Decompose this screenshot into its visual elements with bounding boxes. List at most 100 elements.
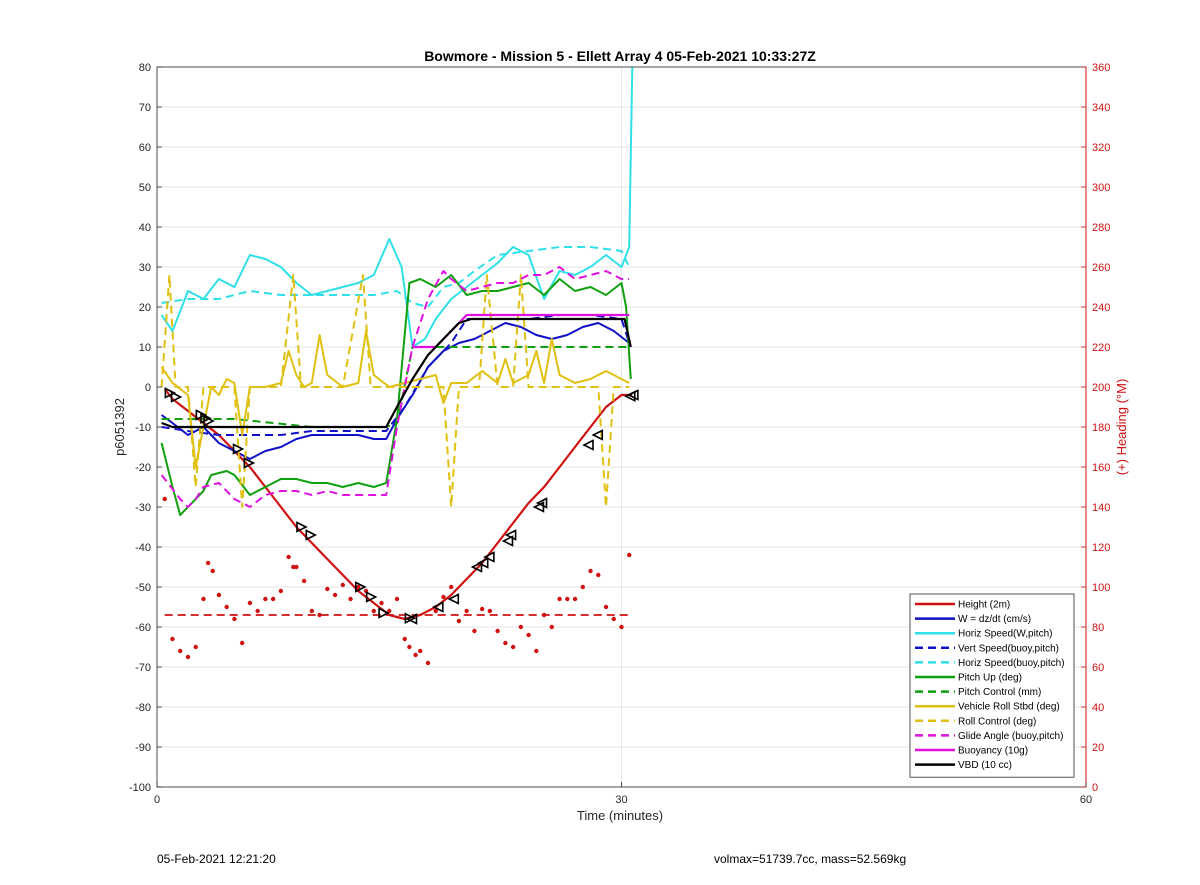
y-tick-label: 10 [139,342,151,354]
heading-point [407,644,412,650]
y2-tick-label: 320 [1092,142,1110,154]
direction-marker [243,457,256,469]
legend-label: W = dz/dt (cm/s) [958,614,1031,625]
y2-tick-label: 100 [1092,582,1110,594]
heading-point [224,604,229,610]
heading-point [425,660,431,666]
direction-marker [355,581,367,593]
heading-point [394,596,400,602]
direction-marker [432,601,444,613]
heading-point [526,632,531,638]
y2-tick-label: 0 [1092,782,1098,794]
legend-label: Buoyancy (10g) [958,746,1028,757]
direction-markers [164,387,639,625]
heading-point [433,608,438,614]
heading-point [534,648,539,654]
heading-point [270,596,276,602]
series-line-9 [160,266,630,508]
heading-point [565,596,570,602]
heading-point [596,572,601,578]
legend-label: Height (2m) [958,600,1010,611]
direction-marker [627,389,639,401]
y-tick-label: -20 [135,462,151,474]
y2-tick-label: 280 [1092,222,1110,234]
heading-point [487,608,493,614]
heading-point [619,624,624,630]
direction-marker [504,529,517,541]
heading-point [239,640,245,646]
direction-marker [483,551,495,563]
heading-point [441,594,446,600]
direction-marker [405,613,418,625]
legend-label: Pitch Up (deg) [958,673,1022,684]
y2-tick-label: 340 [1092,102,1110,114]
heading-point [210,568,215,574]
series-line-8 [160,274,630,508]
y2-tick-label: 220 [1092,342,1110,354]
heading-point [387,608,392,614]
legend-label: Horiz Speed(buoy,pitch) [958,658,1065,669]
heading-point [263,596,268,602]
heading-point [456,618,462,624]
y-tick-label: 80 [139,62,151,74]
y2-tick-label: 140 [1092,502,1110,514]
direction-marker [535,497,548,509]
heading-point [503,640,508,646]
y2-tick-label: 160 [1092,462,1110,474]
heading-point [278,588,284,594]
y-axis-label: p6051392 [112,398,127,456]
direction-marker [203,415,215,427]
direction-marker [447,593,460,605]
legend-label: Pitch Control (mm) [958,687,1041,698]
y-tick-label: -30 [135,502,151,514]
x-tick-label: 60 [1080,794,1092,806]
heading-point [356,584,361,590]
y-tick-label: -90 [135,742,151,754]
heading-point [603,604,609,610]
heading-point [627,552,632,558]
y2-tick-label: 180 [1092,422,1110,434]
series-line-7 [160,330,630,468]
legend-label: Horiz Speed(W,pitch) [958,629,1052,640]
y2-tick-label: 20 [1092,742,1104,754]
heading-point [185,654,191,660]
y-tick-label: 20 [139,302,151,314]
heading-point [286,554,291,560]
heading-point [162,496,167,502]
legend: Height (2m) W = dz/dt (cm/s) Horiz Speed(W… [909,593,1075,778]
x-axis-label: Time (minutes) [577,808,663,823]
direction-marker [170,391,183,403]
heading-point [201,596,206,602]
y-tick-label: -10 [135,422,151,434]
legend-label: VBD (10 cc) [958,760,1012,771]
legend-box [909,593,1075,778]
heading-point [402,636,407,642]
series-line-4 [161,246,631,308]
y2-axis-label: (+) Heading (°M) [1114,379,1129,476]
y-tick-label: -80 [135,702,151,714]
y2-tick-label: 60 [1092,662,1104,674]
direction-marker [501,535,514,547]
heading-point [518,624,524,630]
heading-point [348,596,353,602]
series-line-11 [161,317,632,429]
direction-marker [582,439,594,451]
legend-label: Roll Control (deg) [958,716,1036,727]
heading-point [317,612,322,618]
heading-point [418,648,423,654]
y-tick-label: -40 [135,542,151,554]
y-tick-label: -60 [135,622,151,634]
heading-point [291,564,296,570]
heading-point [294,564,299,570]
footer-mass-info: volmax=51739.7cc, mass=52.569kg [714,852,907,866]
heading-point [611,616,616,622]
heading-point [371,608,376,614]
heading-point [379,600,384,606]
legend-label: Glide Angle (buoy,pitch) [958,731,1063,742]
heading-point [541,612,547,618]
heading-scatter [162,496,632,666]
direction-marker [365,591,378,603]
heading-point [464,608,469,614]
footer-timestamp: 05-Feb-2021 12:21:20 [157,852,276,866]
heading-point [557,596,562,602]
